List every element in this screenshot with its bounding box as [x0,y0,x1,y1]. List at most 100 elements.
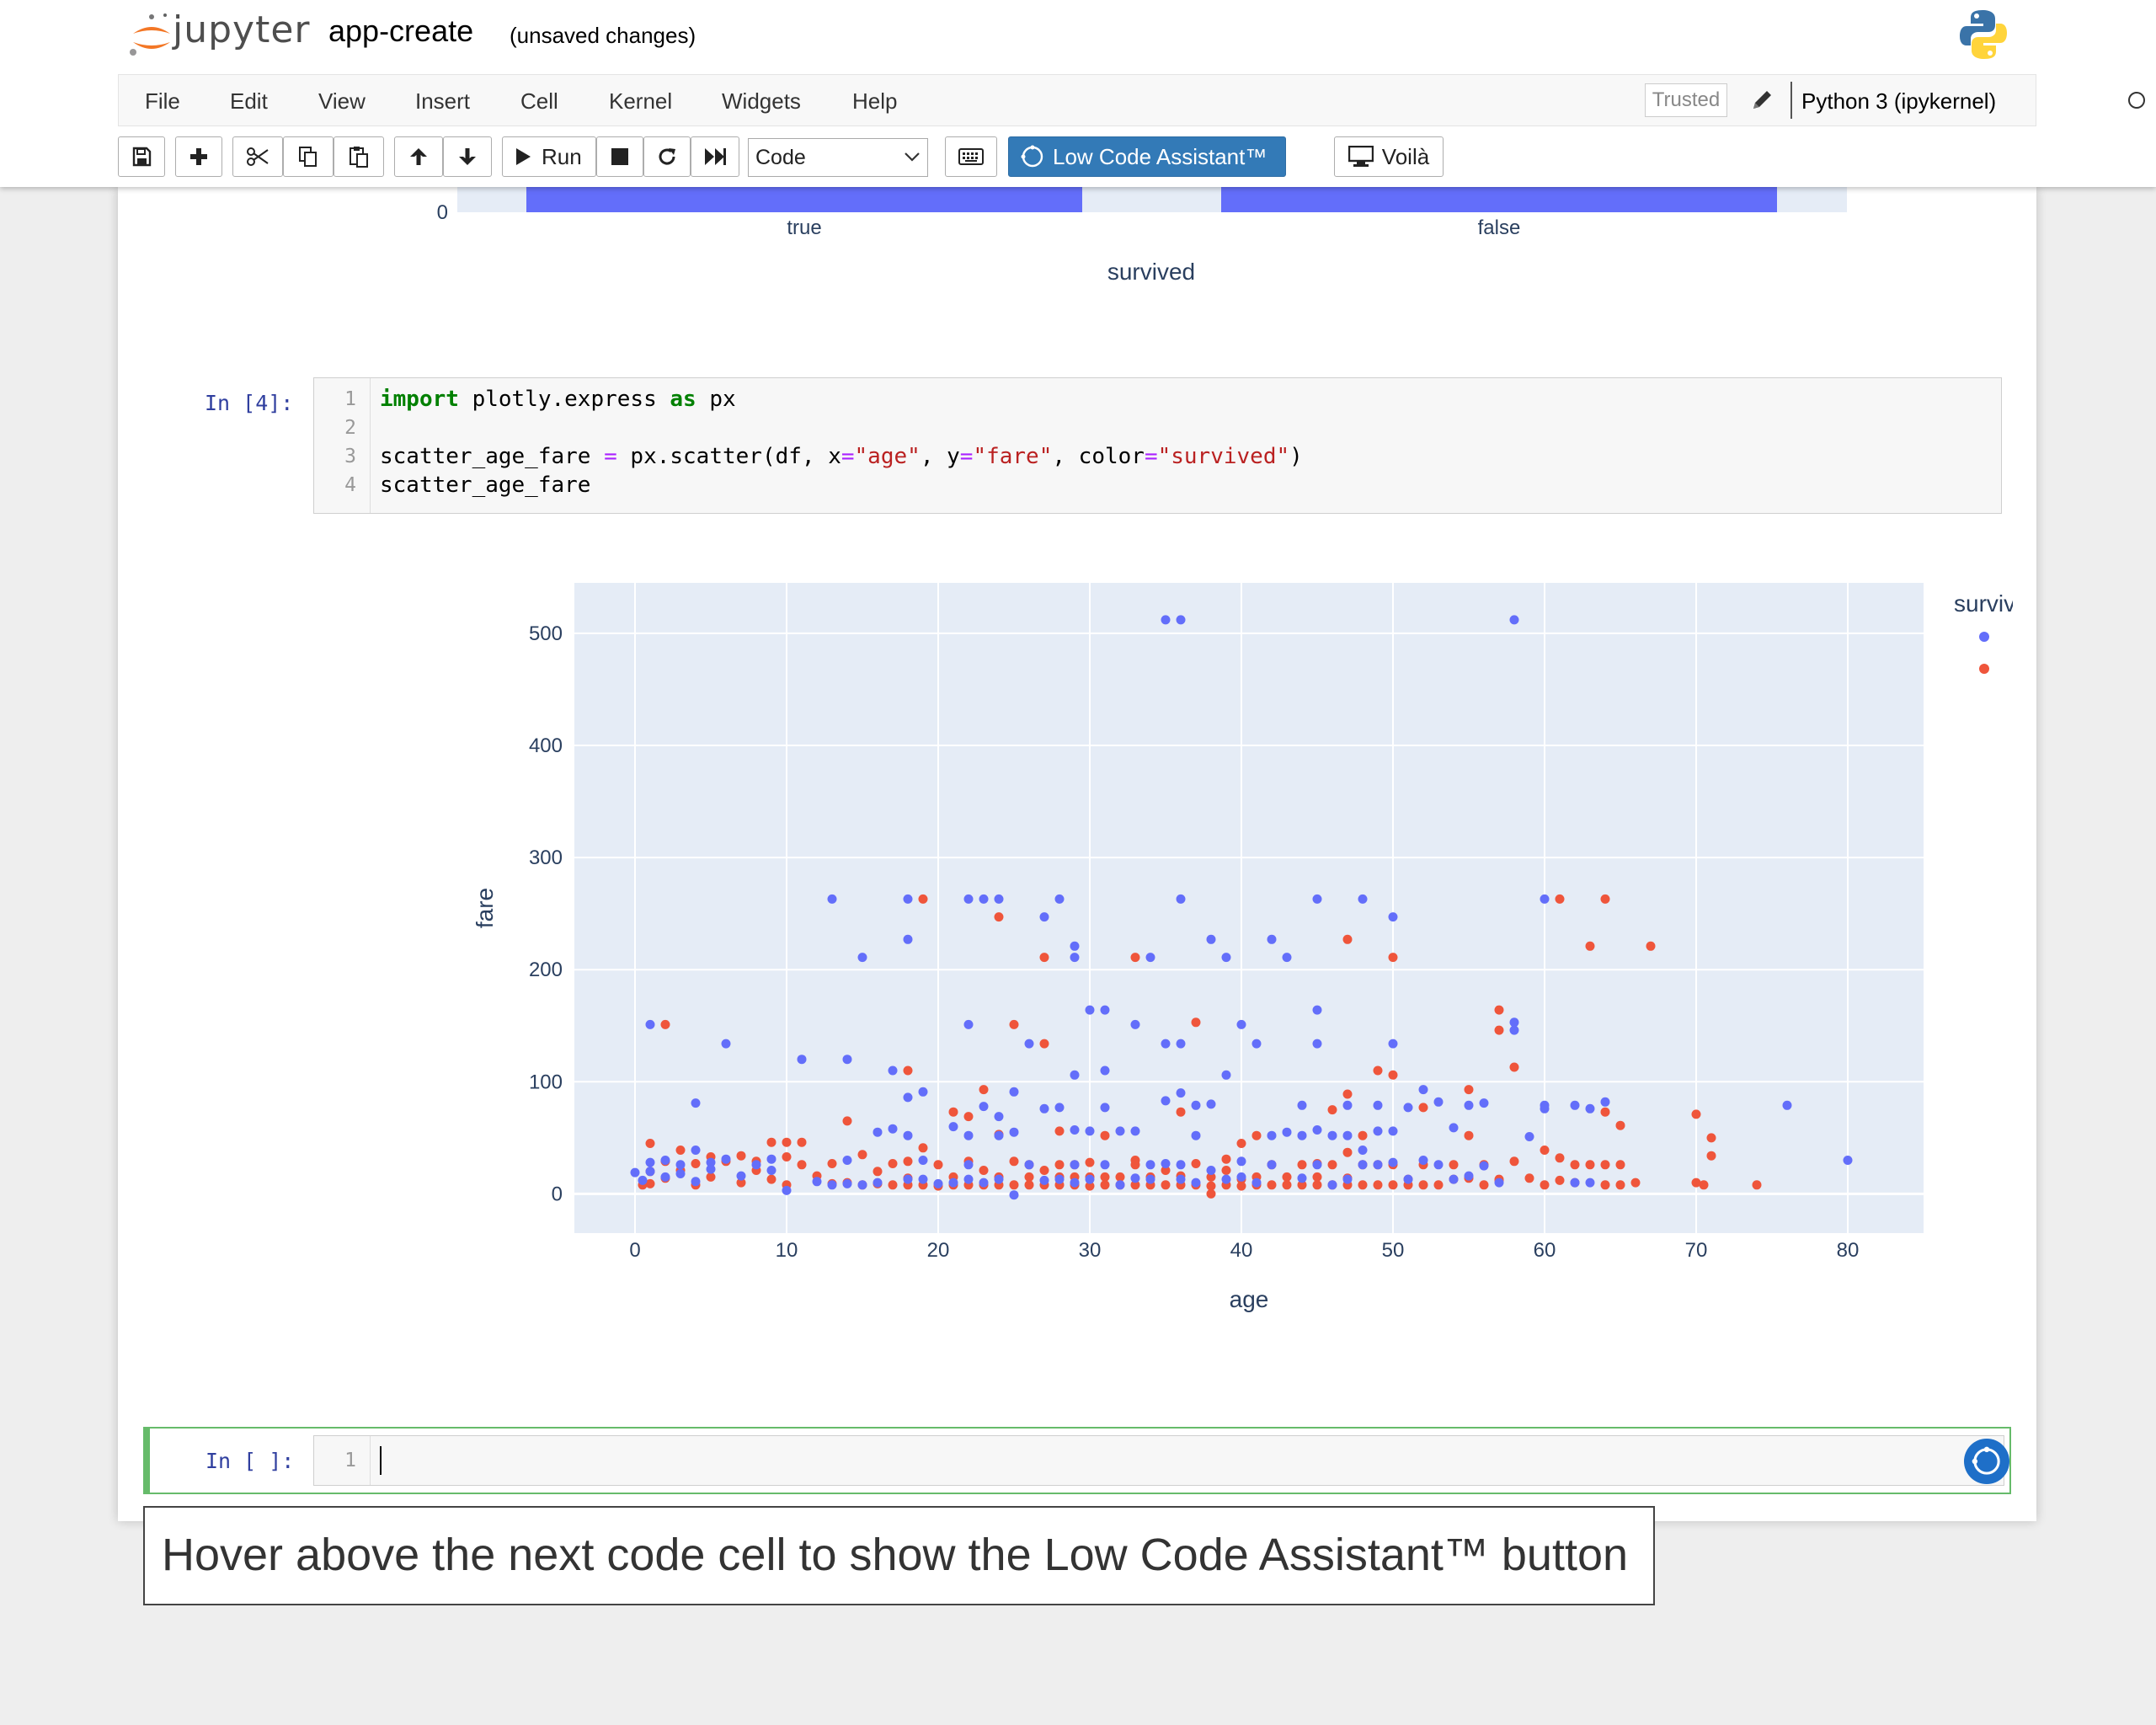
scatter-point[interactable] [963,1160,974,1170]
scatter-point[interactable] [1494,1178,1504,1188]
scatter-point[interactable] [963,894,974,904]
menu-view[interactable]: View [318,88,366,114]
scatter-point[interactable] [1418,1180,1428,1190]
scatter-point[interactable] [1161,1166,1171,1175]
scatter-point[interactable] [1312,1005,1322,1015]
scatter-point[interactable] [1024,1180,1034,1190]
scatter-point[interactable] [1494,1025,1504,1035]
scatter-point[interactable] [1085,1174,1095,1184]
scatter-point[interactable] [1327,1180,1337,1190]
scatter-point[interactable] [660,1019,670,1029]
scatter-point[interactable] [1464,1100,1474,1110]
scatter-point[interactable] [1358,894,1368,904]
scatter-point[interactable] [1206,1181,1216,1191]
scatter-chart[interactable]: 0 10 20 30 40 50 60 70 80 0 100 200 300 400 500 age fare… [328,583,2013,1383]
move-down-button[interactable] [443,136,492,177]
scatter-point[interactable] [1145,1174,1155,1184]
scatter-point[interactable] [1282,953,1292,963]
scatter-point[interactable] [1373,1100,1383,1110]
scatter-point[interactable] [1494,1005,1504,1015]
scatter-point[interactable] [1433,1180,1444,1190]
move-up-button[interactable] [394,136,443,177]
scatter-point[interactable] [691,1098,701,1108]
scatter-point[interactable] [903,1130,913,1140]
scatter-point[interactable] [1327,1160,1337,1170]
scatter-point[interactable] [1206,1166,1216,1175]
scatter-point[interactable] [1691,1109,1701,1119]
scatter-point[interactable] [1297,1130,1307,1140]
scatter-point[interactable] [1706,1151,1716,1161]
voila-button[interactable]: Voilà [1334,136,1444,177]
scatter-point[interactable] [903,1065,913,1076]
scatter-point[interactable] [1358,1180,1368,1190]
scatter-point[interactable] [1388,1126,1398,1136]
scatter-point[interactable] [1267,1130,1277,1140]
scatter-point[interactable] [1540,1180,1550,1190]
scatter-point[interactable] [1373,1180,1383,1190]
scatter-point[interactable] [842,1156,852,1165]
scatter-point[interactable] [797,1055,807,1065]
scatter-point[interactable] [1161,1096,1171,1106]
code-cell-editor[interactable]: 1 [313,1435,2004,1486]
scatter-point[interactable] [1388,953,1398,963]
scatter-point[interactable] [1176,1088,1186,1098]
scatter-point[interactable] [827,1159,837,1168]
scatter-point[interactable] [963,1174,974,1184]
scatter-point[interactable] [1524,1173,1534,1183]
scatter-point[interactable] [1600,1180,1610,1190]
scatter-point[interactable] [1600,894,1610,904]
scatter-point[interactable] [1312,894,1322,904]
scatter-point[interactable] [963,1019,974,1029]
scatter-point[interactable] [1555,1153,1565,1163]
scatter-point[interactable] [1145,1160,1155,1170]
jupyter-logo-icon[interactable] [125,8,179,62]
menu-widgets[interactable]: Widgets [722,88,801,114]
scatter-point[interactable] [1342,1147,1353,1157]
scatter-point[interactable] [1221,1154,1231,1164]
cell-type-select[interactable]: Code [748,138,928,177]
scatter-point[interactable] [1039,953,1049,963]
scatter-point[interactable] [1418,1156,1428,1165]
scatter-point[interactable] [857,1180,867,1190]
scatter-point[interactable] [751,1160,761,1170]
scatter-point[interactable] [1464,1085,1474,1095]
scatter-point[interactable] [1373,1065,1383,1076]
scatter-point[interactable] [1282,1180,1292,1190]
scatter-point[interactable] [888,1124,898,1134]
scatter-point[interactable] [1145,953,1155,963]
scatter-point[interactable] [994,894,1004,904]
scatter-point[interactable] [903,1174,913,1184]
scatter-point[interactable] [1130,1126,1140,1136]
scatter-point[interactable] [1070,941,1080,951]
pencil-icon[interactable] [1747,85,1777,115]
jupyter-wordmark[interactable]: jupyter [173,8,311,51]
menu-help[interactable]: Help [852,88,898,114]
scatter-point[interactable] [1236,1139,1246,1148]
scatter-point[interactable] [1176,615,1186,625]
scatter-point[interactable] [691,1177,701,1187]
save-button[interactable] [118,136,165,177]
scatter-point[interactable] [1388,1070,1398,1080]
paste-button[interactable] [334,136,384,177]
scatter-point[interactable] [1449,1160,1459,1170]
scatter-point[interactable] [736,1178,746,1188]
scatter-point[interactable] [675,1160,686,1170]
scatter-point[interactable] [638,1175,648,1185]
scatter-point[interactable] [1191,1178,1201,1188]
restart-run-all-button[interactable] [691,136,739,177]
scatter-point[interactable] [1843,1156,1853,1165]
scatter-point[interactable] [1191,1017,1201,1028]
scatter-point[interactable] [1267,1180,1277,1190]
scatter-point[interactable] [1054,1126,1065,1136]
scatter-point[interactable] [1479,1161,1489,1171]
scatter-point[interactable] [630,1167,640,1178]
scatter-point[interactable] [1449,1123,1459,1133]
menu-insert[interactable]: Insert [415,88,471,114]
scatter-point[interactable] [645,1178,655,1188]
scatter-point[interactable] [1161,1039,1171,1049]
scatter-point[interactable] [918,1174,928,1184]
low-code-assistant-button[interactable]: Low Code Assistant™ [1008,136,1286,177]
scatter-point[interactable] [1585,1178,1595,1188]
menu-cell[interactable]: Cell [520,88,558,114]
scatter-point[interactable] [766,1154,776,1164]
